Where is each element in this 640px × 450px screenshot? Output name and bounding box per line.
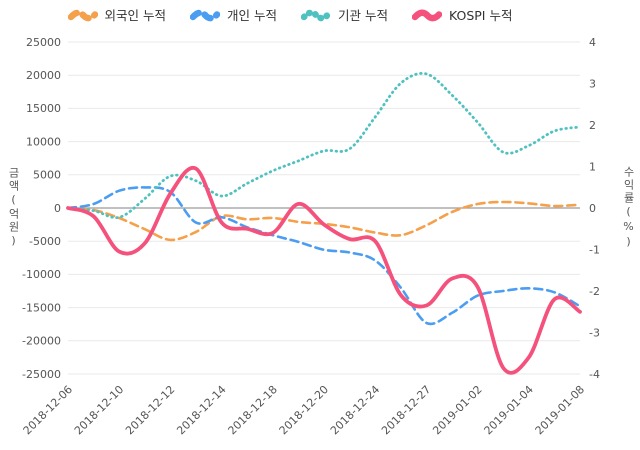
y-right-tick-label: 1 bbox=[589, 160, 596, 173]
x-tick-label: 2018-12-14 bbox=[174, 383, 228, 437]
y-left-tick-label: 10000 bbox=[26, 135, 61, 148]
x-tick-label: 2018-12-10 bbox=[72, 383, 126, 437]
x-tick-label: 2018-12-27 bbox=[379, 383, 433, 437]
legend-label-foreign: 외국인 누적 bbox=[104, 8, 166, 23]
x-tick-label: 2018-12-18 bbox=[226, 383, 280, 437]
x-tick-label: 2018-12-06 bbox=[21, 383, 75, 437]
legend-item-institution[interactable]: 기관 누적 bbox=[300, 5, 388, 24]
x-tick-label: 2018-12-20 bbox=[277, 383, 331, 437]
legend-item-foreign[interactable]: 외국인 누적 bbox=[67, 5, 166, 24]
x-tick-label: 2019-01-08 bbox=[533, 383, 587, 437]
x-tick-label: 2019-01-02 bbox=[430, 383, 484, 437]
legend-label-kospi: KOSPI 누적 bbox=[448, 8, 513, 23]
y-left-tick-label: 5000 bbox=[33, 169, 61, 182]
y-right-tick-label: -1 bbox=[589, 243, 600, 256]
legend-label-individual: 개인 누적 bbox=[227, 8, 277, 23]
individual-line-swatch bbox=[190, 9, 220, 21]
y-right-tick-label: -4 bbox=[589, 368, 600, 381]
right-axis-title: 수익률(%) bbox=[622, 166, 635, 250]
y-left-tick-label: 25000 bbox=[26, 36, 61, 49]
legend-item-individual[interactable]: 개인 누적 bbox=[190, 5, 277, 24]
chart-legend: 외국인 누적 개인 누적 기관 누적 KOSPI 누적 bbox=[60, 5, 520, 24]
legend-item-kospi[interactable]: KOSPI 누적 bbox=[411, 5, 513, 24]
y-left-tick-label: -10000 bbox=[22, 268, 61, 281]
y-left-tick-label: -5000 bbox=[29, 235, 61, 248]
y-left-tick-label: -15000 bbox=[22, 301, 61, 314]
x-tick-label: 2018-12-24 bbox=[328, 383, 382, 437]
y-right-tick-label: 2 bbox=[589, 119, 596, 132]
y-right-tick-label: -2 bbox=[589, 285, 600, 298]
foreign-line-swatch bbox=[67, 9, 98, 21]
y-left-tick-label: 0 bbox=[54, 202, 61, 215]
institution-series-line[interactable] bbox=[66, 72, 582, 220]
y-left-tick-label: 20000 bbox=[26, 69, 61, 82]
y-right-tick-label: 4 bbox=[589, 36, 596, 49]
y-right-tick-label: 3 bbox=[589, 77, 596, 90]
y-right-tick-label: -3 bbox=[589, 326, 600, 339]
individual-series-line[interactable] bbox=[66, 186, 582, 326]
left-axis-title: 금액(억원) bbox=[7, 167, 20, 249]
y-left-tick-label: 15000 bbox=[26, 102, 61, 115]
y-right-tick-label: 0 bbox=[589, 202, 596, 215]
x-tick-label: 2018-12-12 bbox=[123, 383, 177, 437]
kospi-series-line[interactable] bbox=[66, 165, 582, 375]
y-left-tick-label: -20000 bbox=[22, 335, 61, 348]
y-left-tick-label: -25000 bbox=[22, 368, 61, 381]
x-tick-label: 2019-01-04 bbox=[482, 383, 536, 437]
legend-label-institution: 기관 누적 bbox=[337, 8, 388, 23]
institution-line-swatch bbox=[300, 9, 331, 21]
kospi-line-swatch bbox=[411, 9, 442, 21]
